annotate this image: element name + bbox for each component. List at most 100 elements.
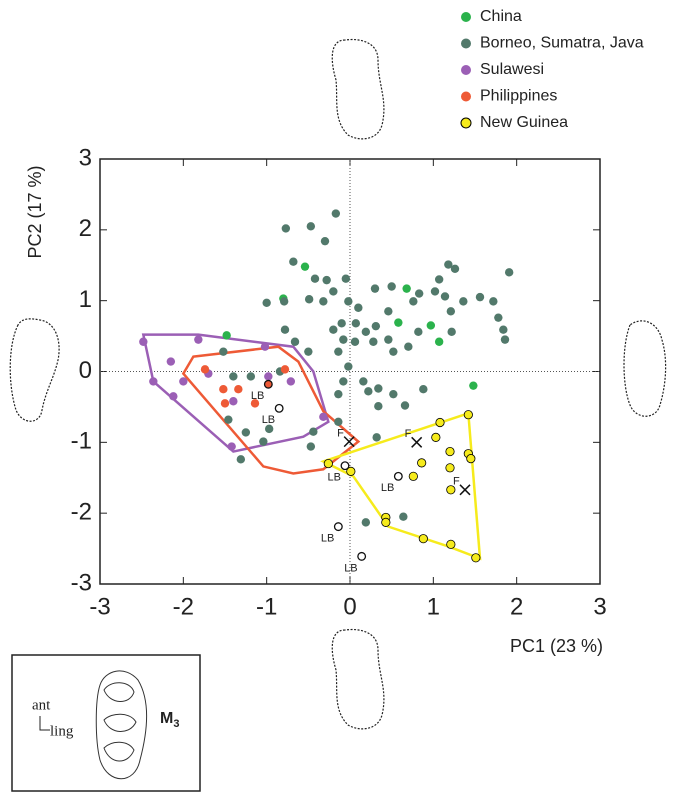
point xyxy=(430,287,440,296)
point xyxy=(290,337,300,346)
point xyxy=(435,417,445,428)
point xyxy=(500,335,510,344)
y-tick-label: -3 xyxy=(71,569,92,596)
point xyxy=(417,458,427,468)
tooth-letter: M xyxy=(160,710,173,727)
point xyxy=(371,321,381,331)
point xyxy=(434,275,444,284)
specimen-circle xyxy=(274,403,284,413)
x-axis-label: PC1 (23 %) xyxy=(510,636,603,656)
x-tick-label: 0 xyxy=(343,593,356,620)
point xyxy=(319,412,328,422)
point xyxy=(334,347,343,356)
point xyxy=(408,471,418,481)
point xyxy=(440,292,450,301)
point xyxy=(434,337,444,346)
point xyxy=(320,236,330,246)
x-tick-label: 3 xyxy=(593,593,606,620)
inset-ant: ant xyxy=(32,697,51,713)
point xyxy=(444,260,453,269)
point xyxy=(169,392,178,401)
point xyxy=(166,357,176,366)
specimen-circle xyxy=(357,551,367,561)
x-tick-label: 2 xyxy=(510,593,523,620)
specimen-label: LB xyxy=(328,472,341,484)
point xyxy=(309,427,318,436)
point xyxy=(419,385,428,394)
x-tick-label: -1 xyxy=(256,593,277,620)
point xyxy=(344,362,353,371)
point xyxy=(319,297,328,306)
point xyxy=(339,377,348,386)
point xyxy=(200,365,210,374)
point xyxy=(471,553,481,563)
tooth-outline-bottom xyxy=(331,628,385,730)
point xyxy=(337,319,346,328)
point xyxy=(445,463,455,473)
point xyxy=(264,380,273,389)
legend-marker xyxy=(461,65,471,75)
point xyxy=(260,342,270,351)
specimen-label: F xyxy=(453,476,460,488)
point xyxy=(289,257,298,266)
point xyxy=(494,313,503,322)
point xyxy=(374,384,383,393)
point xyxy=(384,307,393,316)
point xyxy=(149,377,158,386)
legend-marker xyxy=(460,117,472,129)
point xyxy=(446,539,456,549)
specimen-cross xyxy=(459,484,471,496)
point xyxy=(346,466,356,476)
legend-label: Sulawesi xyxy=(480,61,544,78)
point xyxy=(222,331,231,340)
y-tick-label: 2 xyxy=(79,215,92,242)
specimen-cross xyxy=(343,436,355,448)
point xyxy=(414,289,424,298)
point xyxy=(350,337,360,346)
point xyxy=(334,389,343,399)
tooth-index: 3 xyxy=(173,718,179,730)
point xyxy=(372,433,381,442)
x-tick-label: -3 xyxy=(89,593,110,620)
point xyxy=(499,325,508,334)
point xyxy=(374,402,383,411)
point xyxy=(234,385,243,394)
tooth-outline-right xyxy=(623,320,667,417)
point xyxy=(322,275,331,285)
point xyxy=(306,442,316,451)
point xyxy=(446,485,456,495)
point xyxy=(259,437,268,446)
point xyxy=(329,287,338,296)
y-tick-label: 1 xyxy=(79,286,92,313)
point xyxy=(389,389,398,399)
point xyxy=(361,518,371,527)
point xyxy=(224,415,233,424)
point xyxy=(459,297,468,306)
point xyxy=(446,307,456,316)
point xyxy=(414,327,423,337)
point xyxy=(387,282,396,291)
specimen-label: F xyxy=(337,428,344,440)
point xyxy=(431,432,441,442)
point xyxy=(399,512,408,521)
specimen-label: LB xyxy=(251,390,264,402)
point xyxy=(310,274,320,283)
inset-box xyxy=(11,654,201,792)
inset-ling: ling xyxy=(50,723,74,739)
point xyxy=(300,262,310,271)
legend-label: Philippines xyxy=(480,88,557,105)
point xyxy=(354,303,363,312)
point xyxy=(370,284,380,293)
point xyxy=(304,347,313,356)
legend-label: China xyxy=(480,8,522,25)
point xyxy=(250,399,260,408)
point xyxy=(194,335,203,344)
point xyxy=(139,337,148,346)
point xyxy=(404,342,413,351)
tooth-outline-left xyxy=(9,318,60,422)
specimen-label: LB xyxy=(344,562,357,574)
point xyxy=(220,399,230,408)
point xyxy=(329,325,338,334)
point xyxy=(339,335,348,344)
